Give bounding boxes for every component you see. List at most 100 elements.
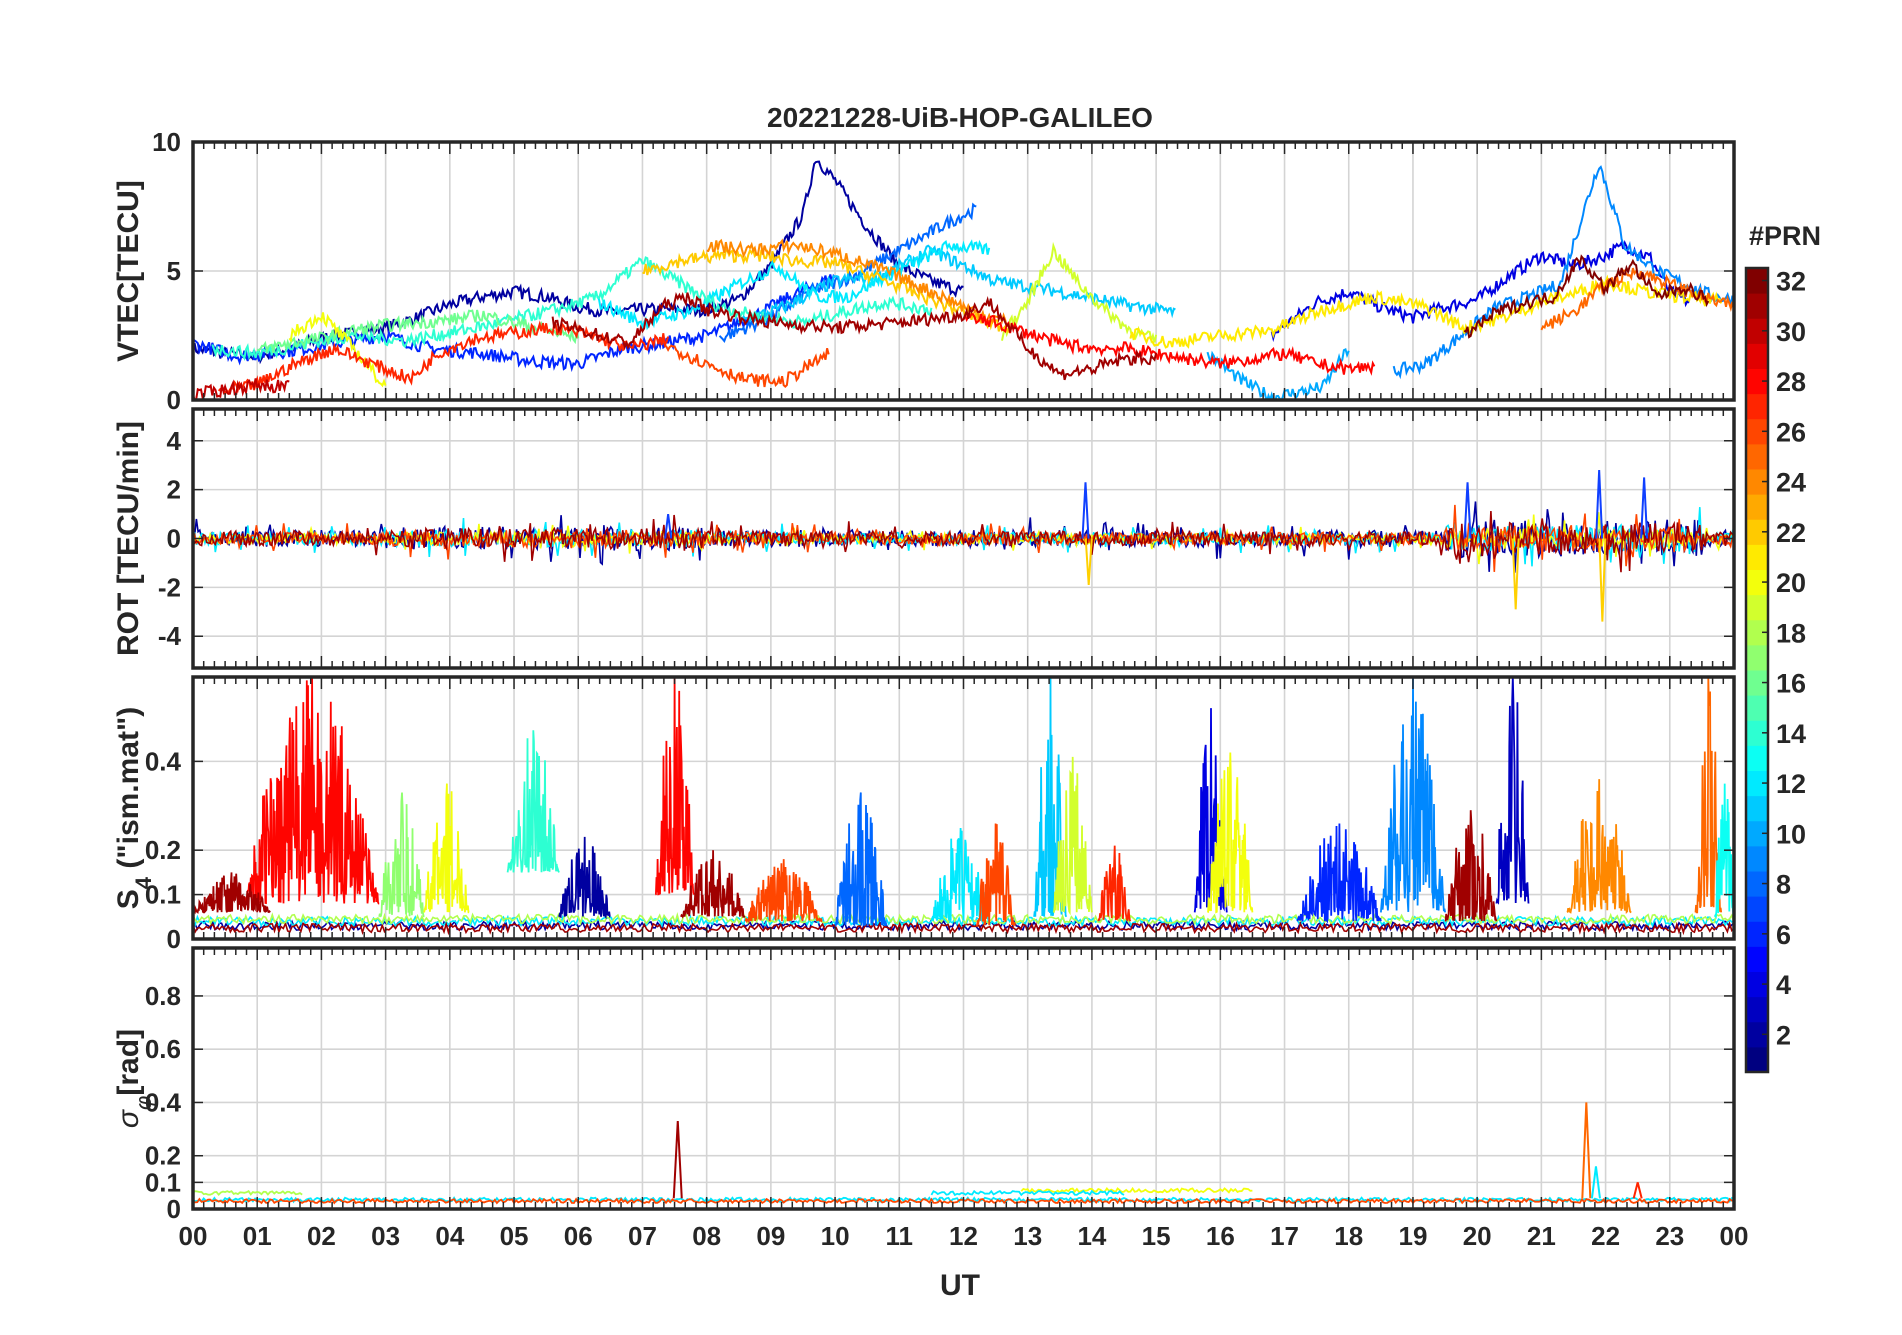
x-tick-label: 18 bbox=[1334, 1221, 1363, 1251]
x-tick-label: 19 bbox=[1398, 1221, 1427, 1251]
s4-burst-prn-28 bbox=[654, 677, 695, 896]
sigma-baseline-prn-18 bbox=[193, 1190, 303, 1197]
colorbar-tick-label: 28 bbox=[1776, 367, 1806, 397]
y-tick-label: 0.2 bbox=[145, 835, 181, 865]
colorbar-swatch bbox=[1746, 393, 1768, 420]
colorbar-tick-label: 32 bbox=[1776, 267, 1806, 297]
colorbar-tick-label: 12 bbox=[1776, 769, 1806, 799]
y-tick-label: 0 bbox=[167, 524, 181, 554]
s4-burst-prn-31 bbox=[1444, 810, 1498, 922]
s4-burst-prn-31 bbox=[193, 872, 271, 915]
colorbar-swatch bbox=[1746, 1046, 1768, 1073]
vtec-line-prn-6 bbox=[193, 274, 836, 373]
vtec-line-prn-31 bbox=[551, 291, 1158, 381]
colorbar-swatch bbox=[1746, 318, 1768, 344]
colorbar-label: #PRN bbox=[1749, 221, 1821, 251]
y-axis-label-sigma: σφ[rad] bbox=[112, 1029, 156, 1128]
s4-burst-prn-27 bbox=[1097, 845, 1132, 922]
colorbar-swatch bbox=[1746, 343, 1768, 369]
colorbar-tick-label: 10 bbox=[1776, 819, 1806, 849]
colorbar-swatch bbox=[1746, 293, 1768, 319]
y-tick-label: -4 bbox=[158, 621, 182, 651]
colorbar-swatch bbox=[1746, 670, 1768, 696]
y-tick-label: 2 bbox=[167, 475, 181, 505]
s4-burst-prn-20 bbox=[1207, 752, 1254, 914]
colorbar-swatch bbox=[1746, 946, 1768, 972]
y-axis-label-rot: ROT [TECU/min] bbox=[112, 421, 145, 656]
colorbar-tick-label: 30 bbox=[1776, 317, 1806, 347]
x-tick-label: 09 bbox=[756, 1221, 785, 1251]
x-tick-label: 20 bbox=[1463, 1221, 1492, 1251]
colorbar-swatch bbox=[1746, 644, 1768, 671]
colorbar-swatch bbox=[1746, 971, 1768, 998]
series-group bbox=[193, 470, 1734, 622]
x-tick-label: 08 bbox=[692, 1221, 721, 1251]
x-tick-label: 02 bbox=[307, 1221, 336, 1251]
colorbar-swatch bbox=[1746, 871, 1768, 897]
chart-title: 20221228-UiB-HOP-GALILEO bbox=[767, 102, 1153, 133]
panel-sigma: 00.10.2 0.4 0.6 0.8 σφ[rad] bbox=[112, 946, 1736, 1224]
y-tick-label: 0.1 bbox=[145, 880, 181, 910]
x-tick-label: 00 bbox=[1720, 1221, 1749, 1251]
s4-burst-prn-6 bbox=[1296, 823, 1382, 924]
colorbar-swatch bbox=[1746, 845, 1768, 872]
s4-burst-prn-2 bbox=[558, 836, 611, 920]
y-tick-label: 0.4 bbox=[145, 1087, 182, 1117]
x-tick-label: 05 bbox=[500, 1221, 529, 1251]
x-tick-label: 04 bbox=[435, 1221, 464, 1251]
vtec-line-prn-21 bbox=[1129, 274, 1723, 349]
s4-burst-prn-14 bbox=[506, 730, 560, 873]
y-tick-label: 0.1 bbox=[145, 1167, 181, 1197]
s4-burst-prn-24 bbox=[1566, 779, 1632, 915]
x-tick-label: 06 bbox=[564, 1221, 593, 1251]
s4-burst-prn-12 bbox=[930, 827, 990, 923]
rot-spike bbox=[1598, 538, 1607, 622]
panel-rot: -4 -2 0 2 4 ROT [TECU/min] bbox=[112, 407, 1736, 670]
vtec-line-prn-32 bbox=[1463, 254, 1710, 339]
x-tick-label: 10 bbox=[821, 1221, 850, 1251]
y-tick-label: -2 bbox=[158, 572, 181, 602]
x-axis-label: UT bbox=[940, 1269, 980, 1302]
colorbar-tick-label: 2 bbox=[1776, 1020, 1791, 1050]
s4-baseline-prn-18 bbox=[193, 912, 1734, 927]
colorbar-swatch bbox=[1746, 795, 1768, 822]
x-tick-label: 12 bbox=[949, 1221, 978, 1251]
s4-burst-prn-31 bbox=[680, 850, 746, 919]
colorbar-swatch bbox=[1746, 619, 1768, 646]
colorbar-swatch bbox=[1746, 594, 1768, 621]
sigma-spike-prn-31 bbox=[672, 1121, 683, 1199]
sigma-baseline-prn-12 bbox=[930, 1189, 1125, 1197]
s4-burst-prn-28 bbox=[243, 677, 380, 905]
y-tick-label: 0.6 bbox=[145, 1034, 181, 1064]
panel-frame bbox=[191, 946, 1736, 1211]
sigma-spike-prn-12 bbox=[1590, 1166, 1601, 1199]
colorbar-swatch bbox=[1746, 569, 1768, 596]
y-tick-label: 0.8 bbox=[145, 981, 181, 1011]
y-tick-label: 0.2 bbox=[145, 1141, 181, 1171]
colorbar-swatch bbox=[1746, 519, 1768, 545]
panel-s4: 0 0.1 0.2 0.4S4 ("ism.mat") bbox=[112, 675, 1736, 954]
colorbar-swatch bbox=[1746, 695, 1768, 721]
vtec-line-prn-12 bbox=[596, 239, 991, 331]
vtec-line-prn-26 bbox=[660, 337, 830, 388]
series-group bbox=[193, 677, 1734, 936]
sigma-spike-prn-27 bbox=[1632, 1182, 1643, 1199]
colorbar-swatch bbox=[1746, 820, 1768, 847]
y-tick-label: 4 bbox=[167, 426, 182, 456]
colorbar-tick-label: 16 bbox=[1776, 669, 1806, 699]
rot-spike bbox=[1084, 538, 1093, 585]
x-tick-label: 01 bbox=[243, 1221, 272, 1251]
x-tick-label: 23 bbox=[1655, 1221, 1684, 1251]
x-tick-label: 11 bbox=[886, 1221, 914, 1251]
series-group bbox=[193, 160, 1734, 400]
vtec-line-prn-19 bbox=[1001, 241, 1158, 344]
vtec-line-prn-10 bbox=[1206, 347, 1350, 400]
s4-burst-prn-3 bbox=[1495, 677, 1530, 905]
colorbar-tick-label: 14 bbox=[1776, 719, 1806, 749]
colorbar-swatch bbox=[1746, 896, 1768, 922]
colorbar-swatch bbox=[1746, 268, 1768, 294]
colorbar-tick-label: 18 bbox=[1776, 618, 1806, 648]
